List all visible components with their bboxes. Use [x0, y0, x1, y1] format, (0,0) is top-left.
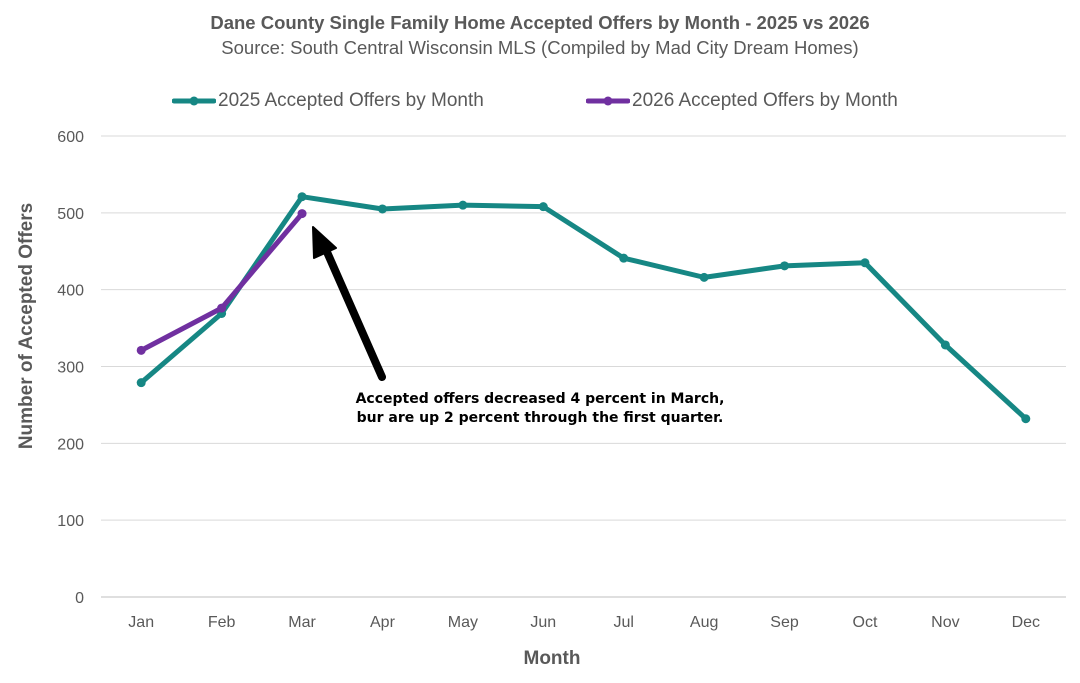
legend-label-2025: 2025 Accepted Offers by Month — [218, 90, 484, 111]
y-tick-label: 500 — [57, 206, 84, 223]
legend-item-2025: 2025 Accepted Offers by Month — [172, 88, 484, 114]
x-tick-label: Mar — [288, 614, 316, 631]
x-tick-label: Aug — [690, 614, 718, 631]
chart-title: Dane County Single Family Home Accepted … — [210, 12, 870, 33]
y-tick-label: 600 — [57, 129, 84, 146]
x-tick-label: Oct — [853, 614, 878, 631]
legend-marker-2025 — [172, 96, 216, 106]
x-axis-label: Month — [524, 648, 581, 669]
series-2026 — [136, 209, 307, 355]
x-tick-label: May — [448, 614, 478, 631]
data-point — [136, 378, 146, 388]
legend-marker-2026 — [586, 96, 630, 106]
series-layer — [136, 192, 1031, 424]
annotation-line-2: bur are up 2 percent through the first q… — [356, 410, 724, 426]
gridlines — [101, 135, 1066, 598]
y-tick-label: 400 — [57, 283, 84, 300]
y-tick-label: 100 — [57, 513, 84, 530]
legend-item-2026: 2026 Accepted Offers by Month — [586, 88, 898, 114]
data-point — [860, 258, 870, 268]
y-tick-label: 300 — [57, 360, 84, 377]
data-point — [780, 261, 790, 271]
data-point — [297, 192, 307, 202]
annotation-arrow — [312, 226, 386, 381]
y-axis-label: Number of Accepted Offers — [16, 203, 37, 449]
data-point — [458, 200, 468, 210]
x-tick-label: Jan — [128, 614, 154, 631]
x-tick-label: Jul — [613, 614, 633, 631]
data-point — [217, 303, 227, 313]
series-line — [138, 194, 1029, 422]
data-point — [1021, 414, 1031, 424]
y-axis-ticks: 0 100 200 300 400 500 600 — [57, 129, 84, 607]
x-tick-label: Jun — [530, 614, 556, 631]
x-tick-label: Sep — [770, 614, 799, 631]
chart-subtitle: Source: South Central Wisconsin MLS (Com… — [221, 37, 859, 58]
data-point — [538, 202, 548, 212]
x-tick-label: Dec — [1012, 614, 1040, 631]
data-point — [377, 204, 387, 214]
data-point — [699, 272, 709, 282]
y-tick-label: 0 — [75, 590, 84, 607]
y-tick-label: 200 — [57, 436, 84, 453]
legend-label-2026: 2026 Accepted Offers by Month — [632, 90, 898, 111]
series-2025 — [136, 192, 1031, 424]
x-tick-label: Nov — [931, 614, 959, 631]
annotation-text: Accepted offers decreased 4 percent in M… — [340, 390, 740, 428]
data-point — [297, 209, 307, 219]
data-point — [619, 253, 629, 263]
x-tick-label: Feb — [208, 614, 236, 631]
x-tick-label: Apr — [370, 614, 396, 631]
annotation-line-1: Accepted offers decreased 4 percent in M… — [355, 391, 725, 407]
data-point — [940, 340, 950, 350]
data-point — [136, 345, 146, 355]
x-axis-ticks: Jan Feb Mar Apr May Jun Jul Aug Sep Oct Nov Dec — [128, 614, 1040, 631]
